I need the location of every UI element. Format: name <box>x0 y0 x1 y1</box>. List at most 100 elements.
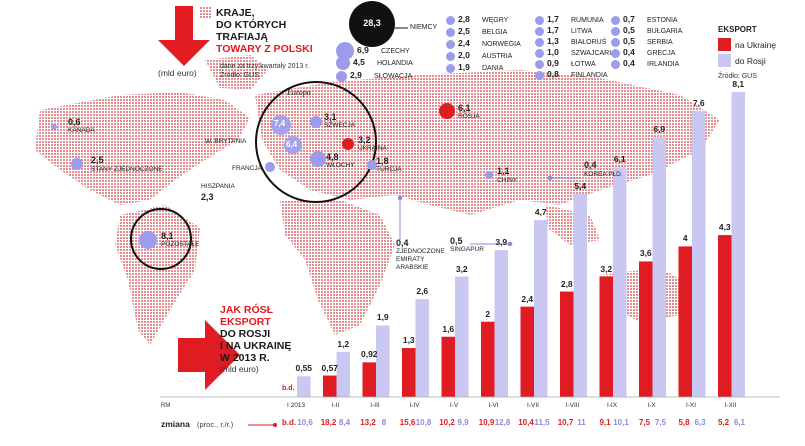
russia-change-value: 9,9 <box>457 418 469 427</box>
europe-circle <box>255 81 377 203</box>
china-bubble <box>485 171 493 179</box>
growth-line3: DO ROSJI <box>220 328 271 340</box>
legend-value: 1,7 <box>547 25 559 35</box>
singapore-marker <box>507 241 513 247</box>
ukraine-change-value: 9,1 <box>599 418 611 427</box>
germany-value: 28,3 <box>363 18 381 28</box>
uae-value: 0,4 <box>396 238 409 248</box>
africa-shape <box>280 200 395 335</box>
legend-name: BIAŁORUŚ <box>571 39 607 46</box>
south-america-shape <box>115 205 200 345</box>
legend-value: 0,8 <box>547 69 559 79</box>
legend-name: LITWA <box>571 28 593 35</box>
bubble-icon <box>611 59 620 69</box>
ukraine-bar <box>323 375 337 397</box>
uk-bubble <box>271 115 291 135</box>
russia-bar <box>415 299 429 397</box>
legend-name: ESTONIA <box>647 17 678 24</box>
spain-value: 2,3 <box>201 192 214 202</box>
legend-name: SŁOWACJA <box>374 73 413 80</box>
russia-bar-label: 7,6 <box>692 97 705 108</box>
ukraine-bar <box>560 291 574 397</box>
russia-bar-label: 3,2 <box>455 263 468 274</box>
ukraine-change-value: 7,5 <box>638 418 651 427</box>
bubble-icon <box>336 70 347 82</box>
russia-change-value: 7,5 <box>654 418 667 427</box>
usa-name: STANY ZJEDNOCZONE <box>91 166 163 173</box>
russia-bar <box>613 167 627 397</box>
legend-value: 0,7 <box>623 14 635 24</box>
header-note: dane za trzy kwartały 2013 r. Źródło: GU… <box>220 62 309 80</box>
russia-bar-label: 0,55 <box>295 363 313 374</box>
singapore-name: SINGAPUR <box>450 246 484 253</box>
legend-name: GRECJA <box>647 50 676 57</box>
russia-bar-label: 3,9 <box>495 237 508 248</box>
legend-name: WĘGRY <box>482 17 509 24</box>
ukraine-bar <box>441 336 455 397</box>
legend-value: 1,7 <box>547 14 559 24</box>
ukraine-bar <box>599 276 613 397</box>
change-label: zmiana <box>161 419 190 429</box>
russia-bar-label: 6,9 <box>653 124 666 135</box>
uae-marker <box>397 195 403 201</box>
russia-bar-label: 4,7 <box>534 207 547 218</box>
legend-item: 0,9 ŁOTWA <box>535 58 596 69</box>
bubble-icon <box>611 26 620 36</box>
germany-circle <box>349 1 395 47</box>
right-arrow-icon <box>178 320 240 390</box>
legend-value: 6,9 <box>357 44 369 55</box>
legend-value: 1,9 <box>458 62 470 72</box>
korea-value: 0,4 <box>584 160 597 170</box>
china-value: 1,1 <box>497 166 510 176</box>
europe-label: Europa <box>287 88 311 97</box>
bar-chart <box>297 92 745 398</box>
header-line3: TRAFIAJĄ <box>216 31 268 43</box>
bubble-icon <box>446 51 455 61</box>
x-tick-label: I-VIII <box>565 402 580 409</box>
bubble-icon <box>535 48 544 58</box>
russia-bar <box>297 376 311 397</box>
legend-item: 2,9 SŁOWACJA <box>336 70 412 82</box>
ukraine-bar <box>718 235 732 397</box>
change-sub: (proc., r./r.) <box>197 420 234 429</box>
sweden-bubble <box>310 116 322 128</box>
bubble-icon <box>535 70 544 80</box>
map-connectors <box>397 175 580 247</box>
legend-value: 0,4 <box>623 58 635 68</box>
russia-value: 6,1 <box>458 103 471 113</box>
header-note-line2: Źródło: GUS <box>220 72 259 79</box>
x-tick-label: I-XII <box>724 402 737 409</box>
legend-name: BUŁGARIA <box>647 28 683 35</box>
down-arrow-icon <box>158 6 210 66</box>
russia-bar <box>731 92 745 397</box>
legend-value: 0,9 <box>547 58 559 68</box>
ukraine-change-value: 10,4 <box>518 418 534 427</box>
axis-note: RM <box>161 403 171 409</box>
header-line4: TOWARY Z POLSKI <box>216 43 313 55</box>
legend-name: SZWAJCARIA <box>571 50 616 57</box>
export-legend-ukraine: na Ukrainę <box>735 40 777 50</box>
usa-value: 2,5 <box>91 155 104 165</box>
russia-bar <box>692 110 706 398</box>
ukraine-change-value: 5,8 <box>678 418 690 427</box>
russia-bar <box>376 325 390 397</box>
x-tick-label: I 2013 <box>286 402 306 409</box>
header-line2: DO KTÓRYCH <box>216 19 287 31</box>
spain-name: HISZPANIA <box>201 183 235 190</box>
sweden-value: 3,1 <box>324 112 337 122</box>
legend-name: BELGIA <box>482 29 508 36</box>
other-value: 8,1 <box>161 231 174 241</box>
russia-change-value: 10,8 <box>415 418 432 427</box>
ukraine-bar <box>520 306 534 397</box>
legend-item: 2,4 NORWEGIA <box>446 38 521 49</box>
ukraine-bar-label: 3,6 <box>639 248 652 259</box>
ukraine-change-value: 18,2 <box>320 418 337 427</box>
bubble-icon <box>611 15 620 25</box>
bubble-icon <box>535 15 544 25</box>
turkey-value: 1,8 <box>376 156 389 166</box>
legend-item: 0,4 GRECJA <box>611 47 675 58</box>
bubble-icon <box>611 37 620 47</box>
header-title: KRAJE, DO KTÓRYCH TRAFIAJĄ TOWARY Z POLS… <box>200 7 313 55</box>
bubble-icon <box>446 27 455 37</box>
